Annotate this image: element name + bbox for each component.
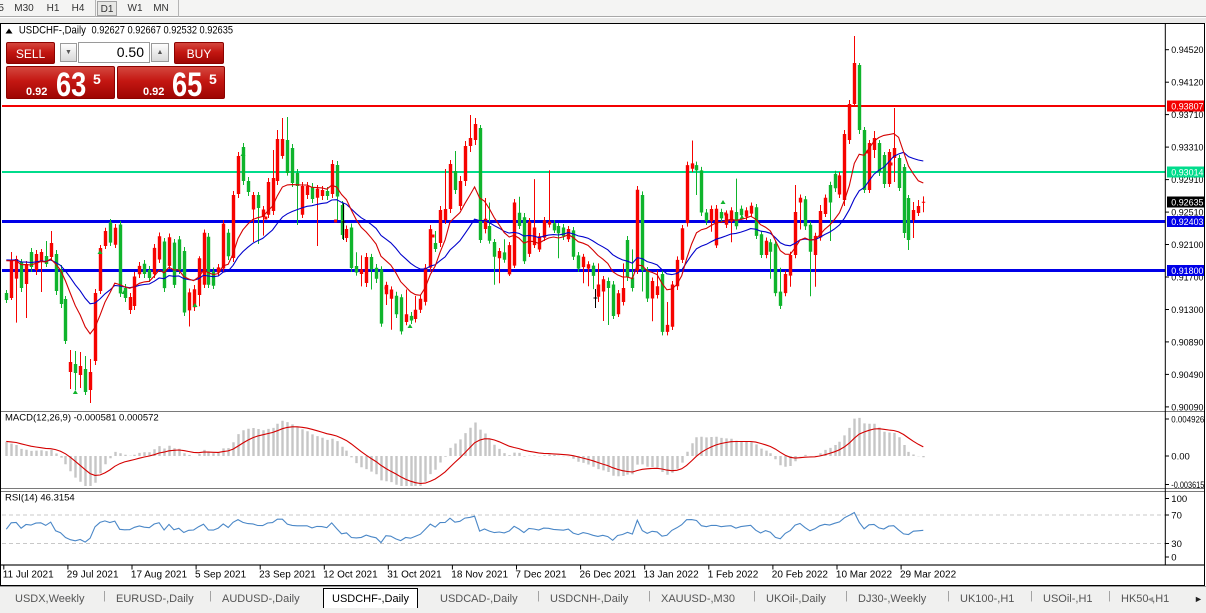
svg-text:29 Jul 2021: 29 Jul 2021 — [67, 570, 119, 581]
svg-text:RSI(14) 46.3154: RSI(14) 46.3154 — [5, 493, 75, 504]
svg-text:0.92100: 0.92100 — [1171, 240, 1203, 251]
svg-text:0.91800: 0.91800 — [1171, 266, 1203, 277]
svg-text:5 Sep 2021: 5 Sep 2021 — [195, 570, 247, 581]
svg-text:0.94120: 0.94120 — [1171, 78, 1203, 89]
svg-text:29 Mar 2022: 29 Mar 2022 — [900, 570, 957, 581]
svg-text:0.92910: 0.92910 — [1171, 175, 1203, 186]
svg-text:20 Feb 2022: 20 Feb 2022 — [772, 570, 829, 581]
svg-text:0.91700: 0.91700 — [1171, 273, 1203, 284]
svg-text:0.93014: 0.93014 — [1171, 168, 1203, 179]
svg-text:0.00: 0.00 — [1171, 452, 1190, 463]
svg-text:MACD(12,26,9) -0.000581 0.0005: MACD(12,26,9) -0.000581 0.000572 — [5, 413, 159, 424]
svg-text:0.92635: 0.92635 — [1171, 198, 1203, 209]
svg-text:10 Mar 2022: 10 Mar 2022 — [836, 570, 893, 581]
svg-text:11 Jul 2021: 11 Jul 2021 — [3, 570, 54, 581]
svg-text:12 Oct 2021: 12 Oct 2021 — [323, 570, 378, 581]
svg-text:70: 70 — [1171, 511, 1182, 522]
svg-text:0.92510: 0.92510 — [1171, 208, 1203, 219]
svg-text:7 Dec 2021: 7 Dec 2021 — [515, 570, 567, 581]
svg-text:0.94520: 0.94520 — [1171, 45, 1203, 56]
svg-text:30: 30 — [1171, 539, 1182, 550]
svg-text:0.90490: 0.90490 — [1171, 370, 1203, 381]
svg-text:0.90890: 0.90890 — [1171, 337, 1203, 348]
svg-text:18 Nov 2021: 18 Nov 2021 — [451, 570, 508, 581]
svg-text:0.93710: 0.93710 — [1171, 110, 1203, 121]
svg-text:31 Oct 2021: 31 Oct 2021 — [387, 570, 442, 581]
svg-text:0.93807: 0.93807 — [1171, 102, 1203, 113]
svg-text:23 Sep 2021: 23 Sep 2021 — [259, 570, 316, 581]
svg-text:26 Dec 2021: 26 Dec 2021 — [580, 570, 637, 581]
svg-text:0.92627 0.92667 0.92532 0.9263: 0.92627 0.92667 0.92532 0.92635 — [92, 25, 234, 37]
svg-text:0: 0 — [1171, 553, 1176, 564]
svg-text:-0.003615: -0.003615 — [1171, 480, 1204, 491]
svg-text:0.93310: 0.93310 — [1171, 143, 1203, 154]
svg-text:0.91300: 0.91300 — [1171, 305, 1203, 316]
svg-text:USDCHF-,Daily: USDCHF-,Daily — [19, 25, 86, 37]
svg-text:17 Aug 2021: 17 Aug 2021 — [131, 570, 188, 581]
svg-text:0.92403: 0.92403 — [1171, 217, 1203, 228]
svg-text:1 Feb 2022: 1 Feb 2022 — [708, 570, 759, 581]
svg-text:100: 100 — [1171, 494, 1187, 505]
svg-text:13 Jan 2022: 13 Jan 2022 — [644, 570, 699, 581]
svg-text:0.004926: 0.004926 — [1171, 415, 1204, 426]
svg-text:0.90090: 0.90090 — [1171, 402, 1203, 413]
